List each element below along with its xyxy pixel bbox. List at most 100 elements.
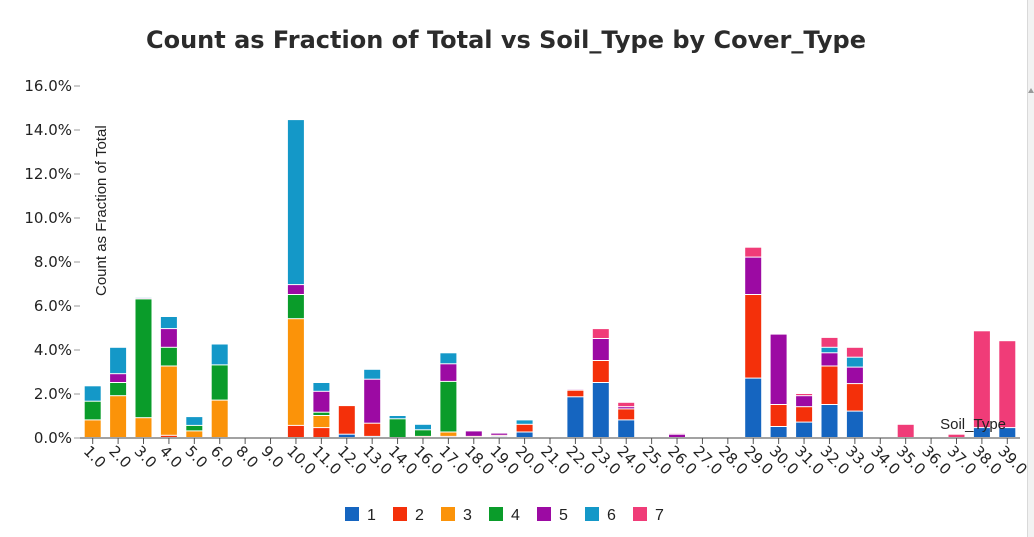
- bar-segment[interactable]: [160, 435, 177, 437]
- bar-segment[interactable]: [440, 364, 457, 381]
- bar-segment[interactable]: [567, 397, 584, 437]
- bar-segment[interactable]: [846, 384, 863, 411]
- legend-swatch[interactable]: [345, 507, 359, 521]
- bar-segment[interactable]: [287, 319, 304, 425]
- bar-segment[interactable]: [135, 299, 152, 418]
- bar-segment[interactable]: [287, 425, 304, 437]
- bar-segment[interactable]: [846, 411, 863, 437]
- legend-label[interactable]: 6: [607, 507, 616, 524]
- bar-segment[interactable]: [338, 434, 355, 437]
- bar-segment[interactable]: [567, 390, 584, 397]
- bar-segment[interactable]: [186, 425, 203, 431]
- bar-segment[interactable]: [110, 396, 127, 437]
- bar-segment[interactable]: [821, 337, 838, 347]
- bar-segment[interactable]: [592, 361, 609, 382]
- legend-swatch[interactable]: [441, 507, 455, 521]
- bar-segment[interactable]: [796, 394, 813, 396]
- scrollbar[interactable]: [1027, 0, 1034, 537]
- bar-segment[interactable]: [84, 401, 101, 420]
- bar-segment[interactable]: [110, 374, 127, 382]
- bar-segment[interactable]: [313, 383, 330, 391]
- bar-segment[interactable]: [846, 357, 863, 367]
- bar-segment[interactable]: [770, 427, 787, 437]
- bar-segment[interactable]: [821, 347, 838, 353]
- bar-segment[interactable]: [973, 428, 990, 437]
- bar-segment[interactable]: [592, 329, 609, 338]
- legend-label[interactable]: 4: [511, 507, 520, 524]
- bar-segment[interactable]: [948, 434, 965, 437]
- bar-segment[interactable]: [821, 366, 838, 405]
- bar-segment[interactable]: [592, 383, 609, 437]
- bar-segment[interactable]: [846, 367, 863, 384]
- bar-segment[interactable]: [364, 423, 381, 436]
- legend-label[interactable]: 7: [655, 507, 664, 524]
- bar-segment[interactable]: [389, 416, 406, 419]
- legend-label[interactable]: 1: [367, 507, 376, 524]
- legend-swatch[interactable]: [585, 507, 599, 521]
- bar-segment[interactable]: [745, 257, 762, 294]
- bar-segment[interactable]: [364, 369, 381, 379]
- bar-segment[interactable]: [110, 347, 127, 374]
- bar-segment[interactable]: [160, 329, 177, 347]
- bar-segment[interactable]: [440, 432, 457, 436]
- bar-segment[interactable]: [440, 381, 457, 432]
- legend-label[interactable]: 2: [415, 507, 424, 524]
- bar-segment[interactable]: [745, 378, 762, 437]
- bar-segment[interactable]: [313, 391, 330, 412]
- bar-segment[interactable]: [160, 366, 177, 435]
- bar-segment[interactable]: [516, 432, 533, 438]
- bar-segment[interactable]: [770, 334, 787, 404]
- bar-segment[interactable]: [160, 317, 177, 329]
- bar-segment[interactable]: [287, 285, 304, 294]
- bar-segment[interactable]: [338, 406, 355, 434]
- bar-segment[interactable]: [313, 416, 330, 428]
- bar-segment[interactable]: [821, 405, 838, 437]
- bar-segment[interactable]: [618, 420, 635, 437]
- bar-segment[interactable]: [211, 365, 228, 400]
- bar-segment[interactable]: [897, 424, 914, 437]
- bar-segment[interactable]: [618, 407, 635, 409]
- bar-segment[interactable]: [389, 419, 406, 437]
- legend-swatch[interactable]: [537, 507, 551, 521]
- bar-segment[interactable]: [465, 431, 482, 436]
- bar-segment[interactable]: [618, 402, 635, 407]
- bar-segment[interactable]: [160, 347, 177, 366]
- bar-segment[interactable]: [415, 424, 431, 430]
- legend-swatch[interactable]: [489, 507, 503, 521]
- bar-segment[interactable]: [973, 331, 990, 428]
- bar-segment[interactable]: [669, 434, 685, 437]
- bar-segment[interactable]: [846, 347, 863, 357]
- legend-label[interactable]: 3: [463, 507, 472, 524]
- bar-segment[interactable]: [364, 379, 381, 423]
- bar-segment[interactable]: [211, 344, 228, 365]
- bar-segment[interactable]: [516, 424, 533, 432]
- bar-segment[interactable]: [796, 407, 813, 422]
- bar-segment[interactable]: [745, 295, 762, 378]
- bar-segment[interactable]: [135, 418, 152, 437]
- legend-swatch[interactable]: [393, 507, 407, 521]
- bar-segment[interactable]: [313, 428, 330, 437]
- bar-segment[interactable]: [415, 430, 431, 436]
- bar-segment[interactable]: [313, 412, 330, 415]
- bar-segment[interactable]: [999, 428, 1016, 437]
- bar-segment[interactable]: [745, 247, 762, 257]
- legend-label[interactable]: 5: [559, 507, 568, 524]
- bar-segment[interactable]: [796, 422, 813, 437]
- bar-segment[interactable]: [516, 420, 533, 424]
- bar-segment[interactable]: [491, 433, 508, 435]
- bar-segment[interactable]: [796, 396, 813, 407]
- bar-segment[interactable]: [618, 409, 635, 420]
- bar-segment[interactable]: [287, 120, 304, 285]
- bar-segment[interactable]: [186, 431, 203, 437]
- legend-swatch[interactable]: [633, 507, 647, 521]
- bar-segment[interactable]: [84, 420, 101, 437]
- bar-segment[interactable]: [821, 353, 838, 366]
- scroll-up-icon[interactable]: [1028, 88, 1034, 93]
- bar-segment[interactable]: [440, 353, 457, 364]
- bar-segment[interactable]: [287, 295, 304, 319]
- bar-segment[interactable]: [186, 417, 203, 425]
- bar-segment[interactable]: [770, 405, 787, 426]
- bar-segment[interactable]: [84, 386, 101, 401]
- bar-segment[interactable]: [999, 341, 1016, 428]
- bar-segment[interactable]: [211, 400, 228, 437]
